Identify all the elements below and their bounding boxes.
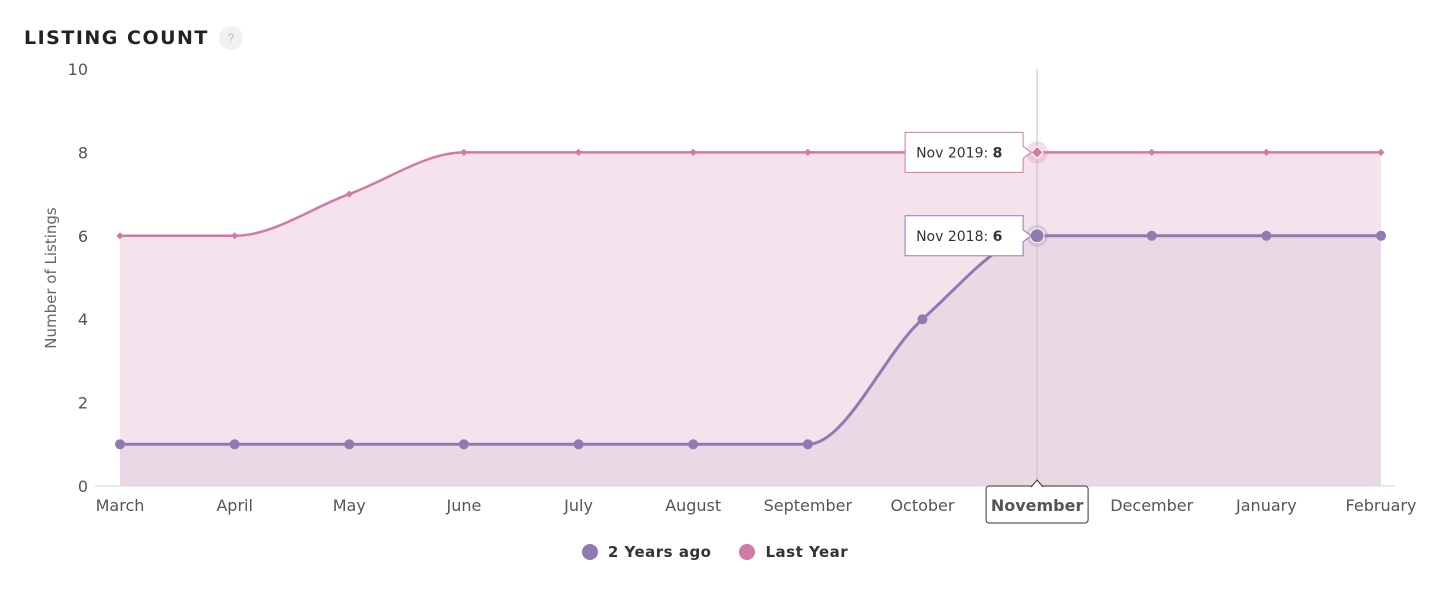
chart-header: LISTING COUNT ? (24, 26, 243, 50)
tooltip-last-year (904, 131, 1032, 173)
last-year-point-june[interactable] (460, 148, 468, 156)
tooltip-two-years-ago (904, 215, 1032, 257)
x-tick-label-october: October (890, 496, 954, 515)
y-tick-label: 8 (78, 143, 88, 162)
two-years-ago-point-october[interactable] (917, 314, 928, 325)
x-tick-label-july: July (563, 496, 593, 515)
y-axis-title: Number of Listings (42, 207, 60, 349)
x-tick-label-may: May (333, 496, 366, 515)
two-years-ago-point-july[interactable] (573, 439, 584, 450)
x-tick-label-november: November (991, 496, 1084, 515)
last-year-point-july[interactable] (574, 148, 583, 156)
chart-title: LISTING COUNT (24, 27, 209, 49)
x-tick-label-december: December (1110, 496, 1193, 515)
last-year-point-september[interactable] (804, 148, 812, 156)
x-tick-label-september: September (764, 496, 853, 515)
x-tick-label-january: January (1235, 496, 1297, 515)
last-year-point-november[interactable] (1030, 145, 1044, 160)
series-two-years-ago-area (120, 235, 1381, 486)
x-tick-label-april: April (216, 496, 253, 515)
x-tick-label-march: March (96, 496, 145, 515)
legend-item-two-years-ago[interactable]: 2 Years ago (581, 543, 712, 561)
y-tick-label: 10 (68, 60, 88, 79)
last-year-point-august[interactable] (689, 148, 697, 156)
legend-two-years-ago-icon (581, 544, 598, 560)
legend-last-year-label: Last Year (765, 543, 849, 561)
two-years-ago-point-december[interactable] (1146, 230, 1157, 241)
tooltip-value: 8 (993, 145, 1003, 161)
x-tick-label-february: February (1346, 496, 1417, 515)
two-years-ago-point-march[interactable] (115, 439, 125, 450)
last-year-point-january[interactable] (1262, 148, 1270, 156)
tooltip-label: Nov 2018: 6 (916, 229, 1002, 245)
legend-item-last-year[interactable]: Last Year (739, 543, 848, 561)
y-tick-label: 6 (78, 227, 88, 246)
last-year-point-march[interactable] (116, 232, 124, 240)
last-year-point-december[interactable] (1148, 148, 1156, 156)
two-years-ago-point-january[interactable] (1261, 230, 1272, 241)
x-tick-label-june: June (445, 496, 481, 515)
two-years-ago-point-april[interactable] (229, 439, 240, 450)
two-years-ago-point-february[interactable] (1376, 230, 1386, 241)
two-years-ago-point-november[interactable] (1029, 228, 1045, 244)
help-icon[interactable]: ? (218, 26, 243, 50)
two-years-ago-point-may[interactable] (344, 439, 355, 450)
x-tick-highlight-pointer (1030, 479, 1044, 488)
last-year-point-may[interactable] (345, 190, 353, 198)
two-years-ago-point-june[interactable] (458, 439, 469, 450)
two-years-ago-point-august[interactable] (688, 439, 699, 450)
series-last-year-line (120, 151, 1381, 238)
last-year-point-february[interactable] (1377, 148, 1385, 156)
legend: 2 Years ago Last Year (0, 543, 1430, 561)
y-tick-label: 0 (78, 477, 88, 496)
x-tick-label-august: August (665, 496, 721, 515)
legend-last-year-icon (739, 544, 756, 560)
last-year-point-april[interactable] (231, 232, 239, 240)
tooltip-value: 6 (993, 229, 1003, 245)
two-years-ago-point-september[interactable] (802, 439, 813, 450)
y-tick-label: 2 (78, 394, 88, 413)
y-tick-label: 4 (78, 310, 88, 329)
legend-two-years-ago-label: 2 Years ago (607, 543, 712, 561)
tooltip-label: Nov 2019: 8 (916, 145, 1002, 161)
